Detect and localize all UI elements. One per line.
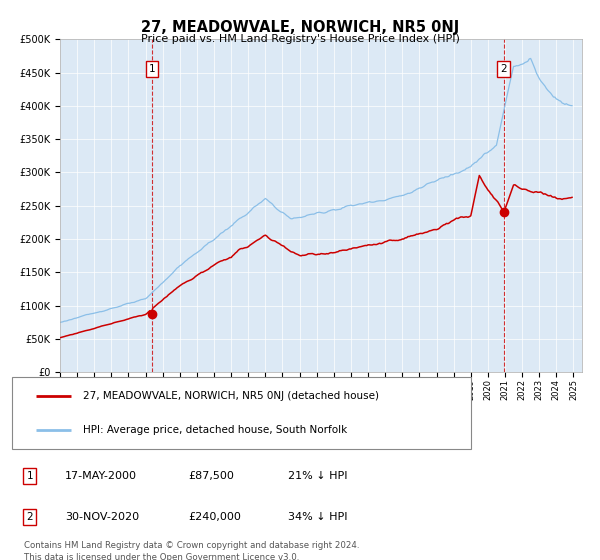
FancyBboxPatch shape bbox=[12, 377, 470, 449]
Text: Contains HM Land Registry data © Crown copyright and database right 2024.: Contains HM Land Registry data © Crown c… bbox=[24, 541, 359, 550]
Text: 1: 1 bbox=[149, 64, 155, 74]
Text: 21% ↓ HPI: 21% ↓ HPI bbox=[289, 472, 348, 482]
Text: This data is licensed under the Open Government Licence v3.0.: This data is licensed under the Open Gov… bbox=[24, 553, 299, 560]
Text: £87,500: £87,500 bbox=[188, 472, 234, 482]
Text: 17-MAY-2000: 17-MAY-2000 bbox=[65, 472, 137, 482]
Text: 27, MEADOWVALE, NORWICH, NR5 0NJ: 27, MEADOWVALE, NORWICH, NR5 0NJ bbox=[141, 20, 459, 35]
Text: HPI: Average price, detached house, South Norfolk: HPI: Average price, detached house, Sout… bbox=[83, 424, 347, 435]
Text: Price paid vs. HM Land Registry's House Price Index (HPI): Price paid vs. HM Land Registry's House … bbox=[140, 34, 460, 44]
Text: 2: 2 bbox=[500, 64, 507, 74]
Text: 34% ↓ HPI: 34% ↓ HPI bbox=[289, 512, 348, 522]
Text: 2: 2 bbox=[26, 512, 33, 522]
Text: £240,000: £240,000 bbox=[188, 512, 241, 522]
Text: 27, MEADOWVALE, NORWICH, NR5 0NJ (detached house): 27, MEADOWVALE, NORWICH, NR5 0NJ (detach… bbox=[83, 391, 379, 402]
Text: 30-NOV-2020: 30-NOV-2020 bbox=[65, 512, 139, 522]
Text: 1: 1 bbox=[26, 472, 33, 482]
